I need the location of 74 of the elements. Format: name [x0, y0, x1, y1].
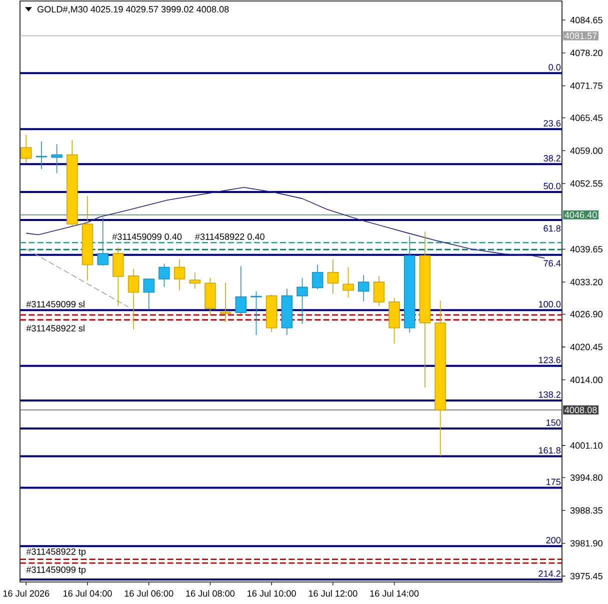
candlestick	[312, 264, 324, 290]
candlestick	[20, 134, 32, 164]
y-tick-label: 4059.00	[570, 147, 602, 154]
y-tick-label: 3994.80	[570, 474, 602, 481]
chart-title: GOLD#,M30 4025.19 4029.57 3999.02 4008.08	[38, 6, 229, 14]
y-tick-label: 4071.75	[570, 82, 602, 89]
annotation: 123.6	[538, 356, 561, 364]
y-tick-label: 4065.45	[570, 114, 602, 122]
y-tick-label: 3988.35	[570, 507, 602, 514]
candlestick	[281, 288, 293, 336]
y-tick-label: 4084.65	[570, 16, 602, 24]
x-tick-label: 16 Jul 06:00	[124, 590, 174, 597]
annotation: 61.8	[544, 225, 561, 232]
candlestick	[388, 297, 400, 344]
candlestick	[358, 274, 370, 302]
ref-line-label: 4046.40	[564, 212, 597, 218]
y-tick-label: 4001.10	[570, 442, 602, 449]
y-tick-label: 4014.00	[570, 376, 602, 384]
line-series	[26, 186, 546, 259]
candlestick	[36, 141, 48, 170]
y-tick-label: 4020.45	[570, 344, 602, 350]
candlestick	[342, 266, 354, 298]
x-tick-label: 16 Jul 08:00	[186, 590, 235, 597]
candlestick	[128, 268, 140, 330]
y-tick-label: 4039.65	[570, 246, 602, 252]
annotation: #311459099 tp	[26, 566, 86, 575]
candlestick	[235, 266, 247, 315]
x-tick-label: 16 Jul 2026	[3, 590, 50, 597]
x-tick-label: 16 Jul 04:00	[63, 590, 112, 597]
candlestick	[204, 278, 216, 316]
annotation: 76.4	[544, 260, 561, 266]
candlestick	[97, 217, 108, 266]
candlestick	[404, 236, 416, 333]
y-tick-label: 4033.20	[570, 278, 602, 286]
y-tick-label: 4052.55	[570, 180, 602, 187]
candlestick	[373, 276, 385, 306]
annotation: 0.0	[548, 64, 561, 70]
annotation: #311458922 0.40	[194, 234, 264, 240]
ref-line-label: 4081.57	[564, 32, 597, 39]
annotation: #311459099 sl	[26, 300, 84, 308]
y-tick-label: 4078.20	[570, 50, 602, 56]
annotation: #311458922 tp	[26, 548, 86, 557]
ref-line-label: 4008.08	[564, 406, 597, 414]
annotation: 175	[546, 478, 561, 486]
candlestick	[174, 258, 186, 291]
candlestick	[419, 231, 431, 388]
annotation: 38.2	[544, 155, 560, 162]
annotation: 150	[546, 419, 561, 426]
candlestick	[158, 263, 170, 288]
candlestick	[189, 272, 200, 290]
x-tick-label: 16 Jul 12:00	[308, 590, 358, 597]
y-tick-label: 3975.45	[570, 572, 602, 580]
candlestick	[220, 282, 232, 323]
y-tick-label: 4026.90	[570, 310, 602, 318]
annotation: #311459099 0.40	[112, 234, 182, 240]
annotation: 161.8	[538, 447, 561, 454]
annotation: 214.2	[538, 570, 560, 577]
x-tick-label: 16 Jul 10:00	[248, 590, 296, 597]
annotation: #311458922 sl	[26, 324, 84, 332]
candlestick	[82, 196, 94, 281]
candlestick	[266, 294, 278, 332]
candlestick	[143, 278, 154, 310]
annotation: 100.0	[538, 300, 561, 308]
y-tick-label: 3981.90	[570, 540, 602, 546]
candlestick	[112, 247, 124, 306]
candlestick	[296, 278, 308, 324]
annotation: 200	[546, 536, 561, 544]
candlestick	[327, 258, 339, 294]
candlestick	[434, 300, 446, 457]
annotation: 50.0	[544, 182, 561, 190]
annotation: 23.6	[544, 120, 561, 126]
annotation: 138.2	[538, 391, 560, 398]
x-tick-label: 16 Jul 14:00	[370, 590, 419, 597]
candlestick	[66, 140, 78, 226]
